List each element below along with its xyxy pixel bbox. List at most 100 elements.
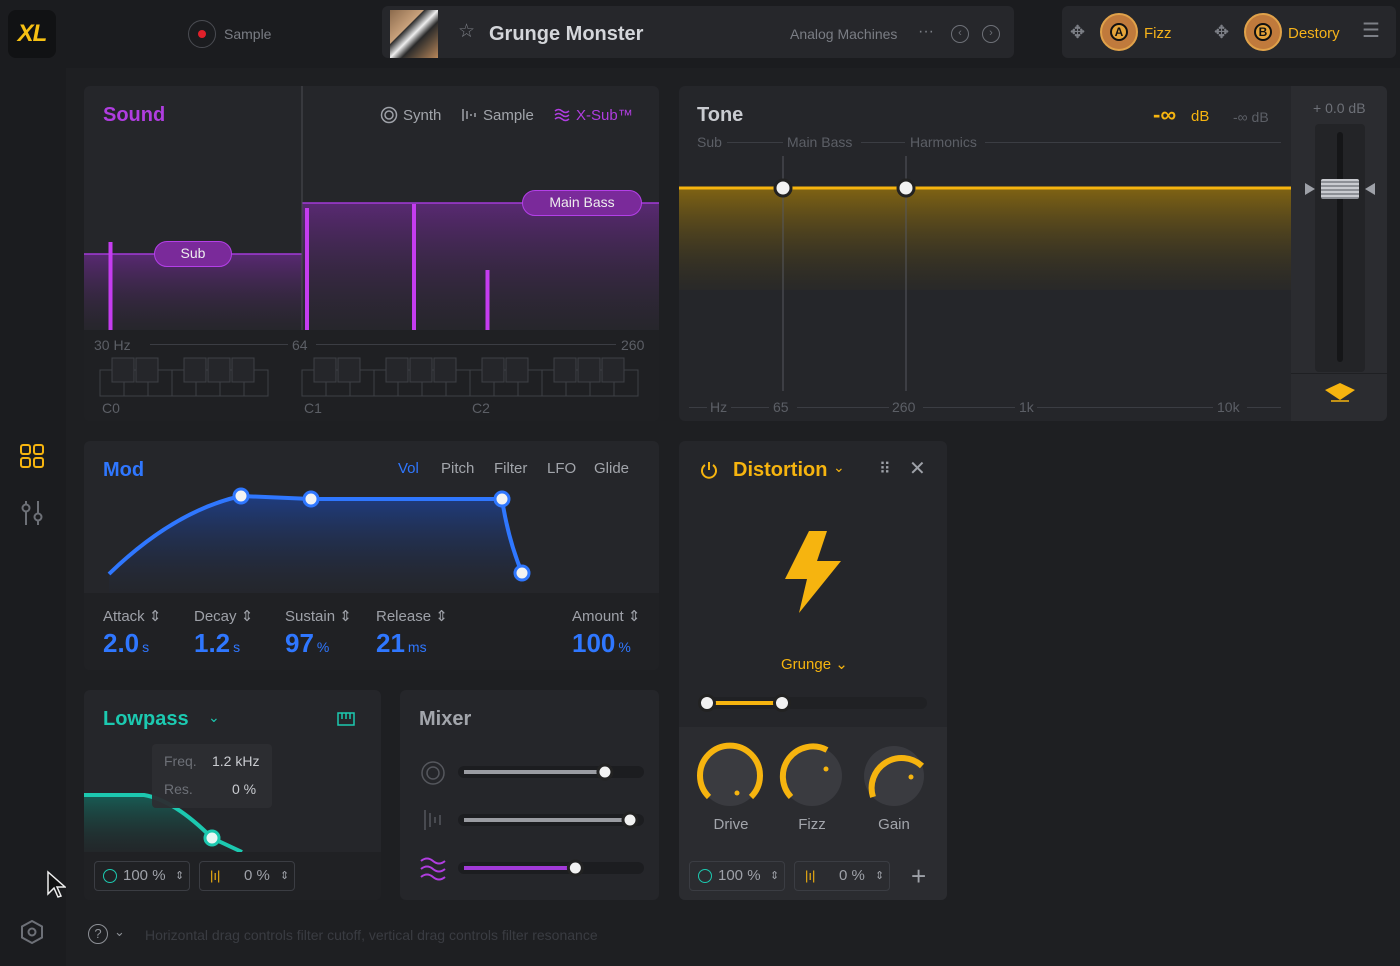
power-icon[interactable] [699, 460, 719, 480]
chevron-down-icon[interactable]: ⌄ [833, 459, 845, 475]
settings-hex-icon[interactable] [20, 920, 44, 944]
mixer-sliders[interactable] [458, 754, 644, 884]
stepper-icon: ⇕ [280, 870, 290, 882]
amount-label[interactable]: Amount ⇕ [572, 608, 641, 625]
chevron-down-icon[interactable]: ⌄ [114, 924, 125, 939]
envelope-node [493, 490, 511, 508]
distortion-type-select[interactable]: Grunge ⌄ [781, 656, 848, 673]
synth-circle-icon [380, 106, 398, 124]
tab-sample[interactable]: Sample [483, 107, 534, 124]
range-start-handle[interactable] [698, 694, 716, 712]
slot-a-name[interactable]: Fizz [1144, 25, 1172, 42]
drag-handle-icon[interactable]: ⠿ [879, 461, 891, 478]
sound-title: Sound [103, 104, 166, 126]
gain-label: Gain [878, 816, 910, 833]
pan-icon: |ı| [210, 868, 221, 883]
move-icon[interactable]: ✥ [1214, 22, 1230, 42]
tab-synth[interactable]: Synth [403, 107, 442, 124]
gain-fader-handle[interactable] [1321, 179, 1359, 199]
main-bass-tag[interactable]: Main Bass [522, 190, 642, 216]
distortion-title[interactable]: Distortion [733, 459, 828, 481]
sound-spectrum[interactable] [84, 86, 659, 421]
mixer-handle[interactable] [566, 859, 584, 877]
piano-keyboard[interactable] [98, 356, 643, 398]
res-value: 0 % [232, 781, 257, 797]
sound-panel: Sound Synth Sample X-Sub™ Sub [84, 86, 659, 421]
preset-name[interactable]: Grunge Monster [489, 23, 644, 45]
attack-label[interactable]: Attack ⇕ [103, 608, 162, 625]
mixer-sliders-icon[interactable] [20, 500, 44, 526]
envelope-graph[interactable] [84, 441, 659, 593]
filter-curve[interactable] [84, 690, 381, 852]
mixer-handle[interactable] [621, 811, 639, 829]
distortion-pan-control[interactable]: |ı| 0 % ⇕ [794, 861, 890, 891]
octave-label: C2 [472, 400, 490, 416]
preset-category[interactable]: Analog Machines [790, 26, 898, 42]
filter-pan-control[interactable]: |ı| 0 % ⇕ [199, 861, 295, 891]
amount-value[interactable]: 100% [572, 628, 631, 658]
fizz-knob[interactable] [777, 741, 847, 811]
waveform-icon [424, 810, 441, 830]
release-value[interactable]: 21 ms [376, 628, 427, 658]
tab-pitch[interactable]: Pitch [441, 460, 475, 477]
app-logo[interactable]: XL [8, 10, 56, 58]
preset-browser[interactable]: ☆ Grunge Monster Analog Machines ··· ‹ › [382, 6, 1014, 58]
distortion-range-track[interactable] [707, 697, 927, 709]
slot-b-avatar[interactable]: B [1244, 13, 1282, 51]
next-preset-icon[interactable]: › [982, 25, 1000, 43]
filter-type[interactable]: Lowpass [103, 708, 189, 730]
slot-a-avatar[interactable]: A [1100, 13, 1138, 51]
move-icon[interactable]: ✥ [1070, 22, 1086, 42]
mixer-title: Mixer [419, 708, 472, 730]
wifi-signal-icon[interactable] [1324, 382, 1356, 404]
mixer-handle[interactable] [596, 763, 614, 781]
gain-knob[interactable] [859, 741, 929, 811]
mod-title: Mod [103, 459, 145, 481]
menu-icon[interactable]: ☰ [1362, 20, 1380, 42]
filter-tooltip [152, 744, 272, 808]
strip-divider [1291, 373, 1387, 374]
range-end-handle[interactable] [773, 694, 791, 712]
db-primary[interactable]: -∞ [1153, 102, 1177, 127]
previous-preset-icon[interactable]: ‹ [951, 25, 969, 43]
add-icon[interactable]: + [911, 861, 927, 891]
pan-icon: |ı| [805, 868, 816, 883]
fader-arrow-right-icon [1365, 183, 1375, 195]
tab-filter[interactable]: Filter [494, 460, 528, 477]
slot-a-letter: A [1110, 23, 1128, 41]
waves-icon [554, 108, 570, 122]
slot-b-name[interactable]: Destory [1288, 25, 1340, 42]
attack-value[interactable]: 2.0 s [103, 628, 150, 658]
tone-panel: Tone -∞ dB -∞ dB Sub Main Bass Harmonics… [679, 86, 1387, 421]
tab-glide[interactable]: Glide [594, 460, 630, 477]
more-icon[interactable]: ··· [918, 23, 934, 40]
keyboard-icon[interactable] [337, 712, 355, 726]
sustain-value[interactable]: 97% [285, 628, 330, 658]
record-button[interactable] [188, 20, 216, 48]
tone-eq-graph[interactable] [679, 86, 1291, 421]
sub-tag[interactable]: Sub [154, 241, 232, 267]
decay-label[interactable]: Decay ⇕ [194, 608, 254, 625]
favorite-star-icon[interactable]: ☆ [458, 21, 476, 42]
help-icon[interactable]: ? [88, 924, 108, 944]
octave-label: C1 [304, 400, 322, 416]
filter-mix-control[interactable]: 100 % ⇕ [94, 861, 190, 891]
distortion-mix-control[interactable]: 100 % ⇕ [689, 861, 785, 891]
tab-xsub[interactable]: X-Sub™ [576, 107, 633, 124]
chevron-down-icon[interactable]: ⌄ [208, 709, 220, 725]
release-label[interactable]: Release ⇕ [376, 608, 448, 625]
waves-icon [420, 857, 446, 881]
decay-value[interactable]: 1.2 s [194, 628, 241, 658]
db-secondary[interactable]: -∞ dB [1233, 109, 1269, 125]
modules-grid-icon[interactable] [20, 444, 44, 468]
fizz-label: Fizz [798, 816, 826, 833]
drive-knob[interactable] [695, 741, 765, 811]
axis-line [1247, 407, 1281, 408]
close-icon[interactable]: ✕ [909, 458, 926, 480]
tab-vol[interactable]: Vol [398, 460, 419, 477]
tab-lfo[interactable]: LFO [547, 460, 577, 477]
sustain-label[interactable]: Sustain ⇕ [285, 608, 352, 625]
ruler-line [150, 344, 288, 345]
stepper-icon: ⇕ [770, 870, 780, 882]
band-divider [985, 142, 1281, 143]
